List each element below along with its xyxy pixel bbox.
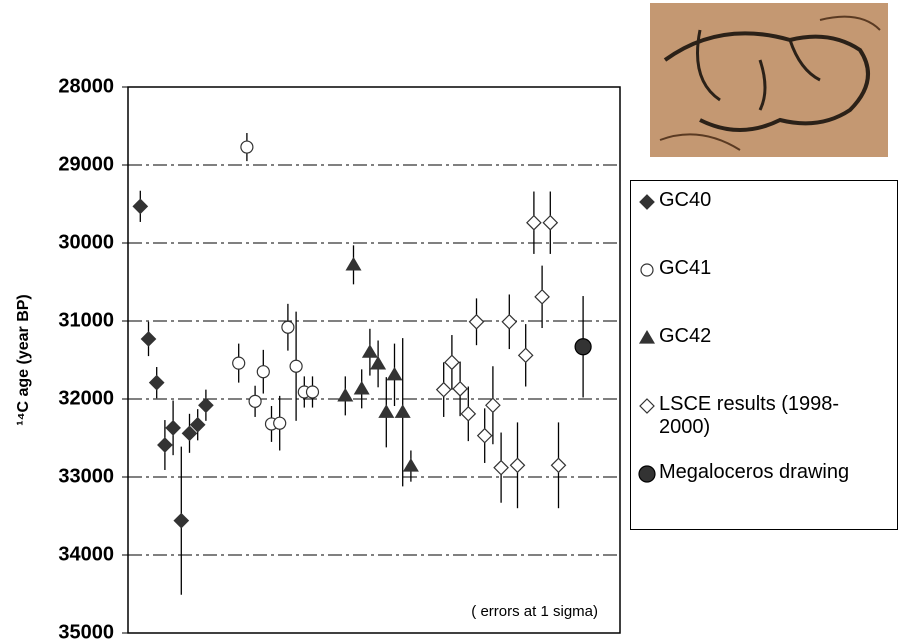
marker (640, 399, 654, 413)
marker (199, 398, 213, 412)
marker (387, 367, 403, 381)
y-tick-label: 33000 (58, 465, 114, 487)
legend-label: GC42 (659, 325, 889, 348)
legend-item: GC40 (637, 189, 891, 257)
annotation: ( errors at 1 sigma) (471, 603, 598, 620)
legend-icon (637, 396, 659, 416)
marker (337, 388, 353, 402)
marker (640, 195, 654, 209)
legend-icon (637, 464, 659, 484)
marker (274, 417, 286, 429)
marker (257, 366, 269, 378)
legend: GC40 GC41 GC42 LSCE results (1998-2000) Mega… (630, 180, 898, 530)
marker (502, 315, 516, 329)
marker (519, 348, 533, 362)
y-tick-label: 29000 (58, 153, 114, 175)
y-tick-label: 31000 (58, 309, 114, 331)
legend-icon (637, 192, 659, 212)
legend-label: GC41 (659, 257, 889, 280)
legend-item: GC42 (637, 325, 891, 393)
marker (354, 381, 370, 395)
legend-icon (637, 260, 659, 280)
marker (241, 141, 253, 153)
marker (403, 458, 419, 472)
marker (249, 395, 261, 407)
marker (543, 216, 557, 230)
marker (158, 438, 172, 452)
y-tick-label: 30000 (58, 231, 114, 253)
marker (527, 216, 541, 230)
marker (437, 383, 451, 397)
y-tick-label: 32000 (58, 387, 114, 409)
marker (133, 199, 147, 213)
y-axis-label: ¹⁴C age (year BP) (15, 294, 32, 426)
marker (470, 315, 484, 329)
page: ¹⁴C age (year BP) ( errors at 1 sigma) 2… (0, 0, 902, 643)
legend-label: GC40 (659, 189, 889, 212)
plot-frame (128, 87, 620, 633)
marker (395, 404, 411, 418)
marker (535, 290, 549, 304)
marker (282, 321, 294, 333)
legend-item: Megaloceros drawing (637, 461, 891, 529)
marker (478, 429, 492, 443)
marker (511, 458, 525, 472)
marker (639, 330, 655, 344)
marker (486, 398, 500, 412)
y-tick-label: 28000 (58, 75, 114, 97)
marker (362, 344, 378, 358)
marker (461, 407, 475, 421)
marker (378, 404, 394, 418)
marker (639, 466, 655, 482)
marker (346, 257, 362, 271)
marker (494, 461, 508, 475)
legend-item: LSCE results (1998-2000) (637, 393, 891, 461)
marker (166, 421, 180, 435)
marker (445, 355, 459, 369)
y-tick-label: 35000 (58, 621, 114, 643)
cave-photo (650, 3, 888, 157)
marker (142, 332, 156, 346)
marker (453, 382, 467, 396)
marker (370, 356, 386, 370)
legend-label: Megaloceros drawing (659, 461, 889, 484)
marker (290, 360, 302, 372)
y-tick-label: 34000 (58, 543, 114, 565)
marker (641, 264, 653, 276)
legend-item: GC41 (637, 257, 891, 325)
marker (575, 339, 591, 355)
marker (150, 376, 164, 390)
legend-label: LSCE results (1998-2000) (659, 393, 889, 439)
marker (552, 458, 566, 472)
marker (233, 357, 245, 369)
legend-icon (637, 328, 659, 348)
marker (174, 514, 188, 528)
marker (307, 386, 319, 398)
